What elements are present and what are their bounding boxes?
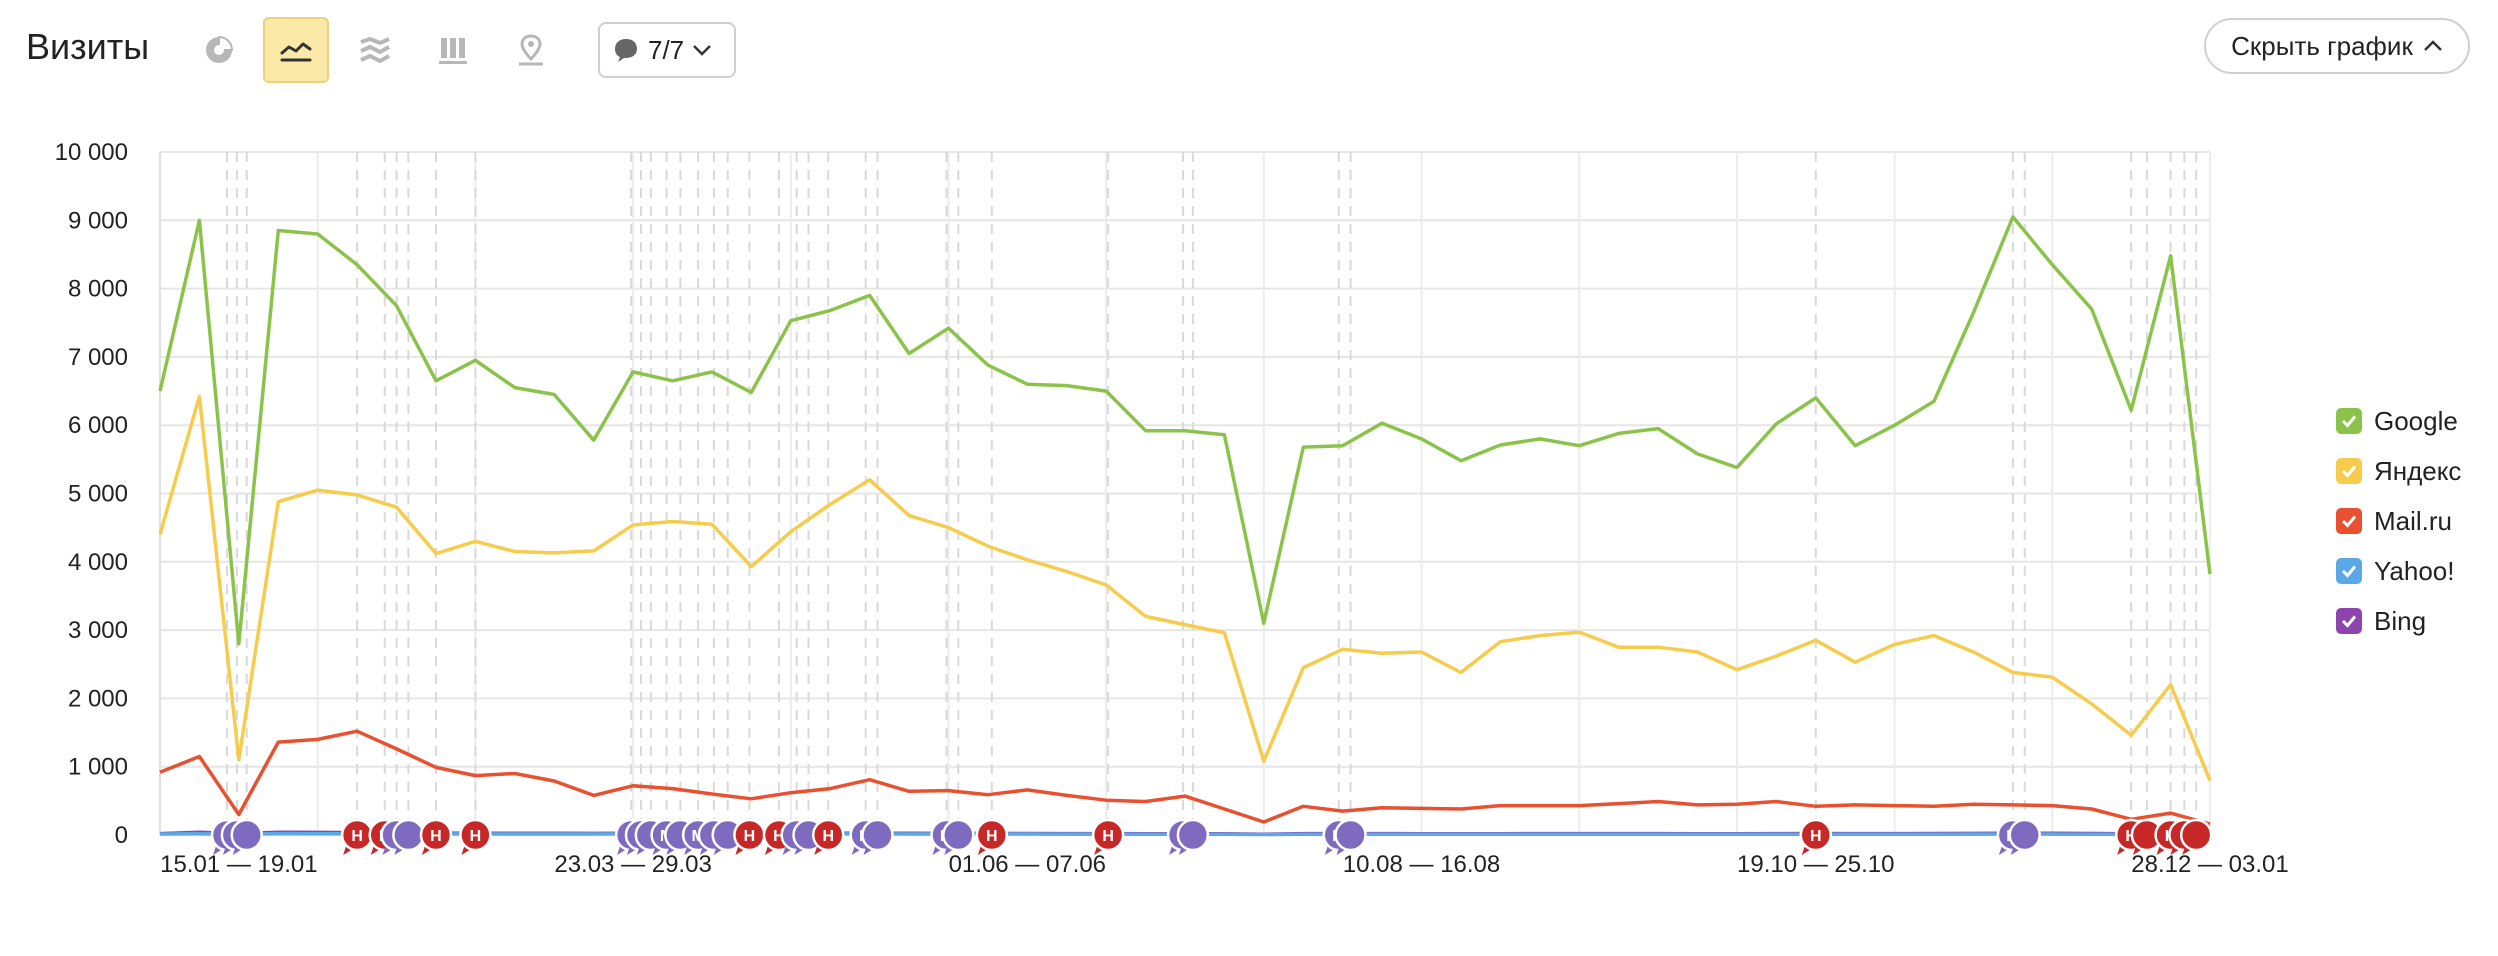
legend-item[interactable]: Bing — [2336, 596, 2461, 646]
y-tick-label: 0 — [115, 822, 128, 849]
legend-item[interactable]: Яндекс — [2336, 446, 2461, 496]
x-tick-label: 10.08 — 16.08 — [1343, 851, 1500, 878]
y-tick-label: 9 000 — [68, 207, 128, 234]
legend-label: Mail.ru — [2374, 505, 2453, 536]
note-marker — [1091, 818, 1125, 852]
chevron-up-icon — [2423, 40, 2442, 51]
y-tick-label: 8 000 — [68, 276, 128, 303]
note-marker — [459, 818, 492, 852]
pie-chart-button[interactable] — [186, 17, 252, 83]
hide-chart-button[interactable]: Скрыть график — [2204, 18, 2470, 74]
note-marker-label: Н — [351, 828, 363, 845]
legend-item[interactable]: Mail.ru — [2336, 496, 2461, 546]
y-tick-label: 7 000 — [68, 344, 128, 371]
x-tick-label: 19.10 — 25.10 — [1737, 851, 1894, 878]
note-marker-label: Н — [470, 828, 482, 845]
visits-line-chart: 0 1 000 2 000 3 000 4 000 5 000 6 000 7 000 8 00… — [55, 139, 2289, 878]
note-marker — [2008, 818, 2041, 852]
note-marker — [1176, 818, 1210, 852]
note-marker-label: Н — [1810, 828, 1822, 845]
legend-item[interactable]: Yahoo! — [2336, 546, 2461, 596]
note-marker — [1334, 818, 1367, 852]
note-marker — [392, 818, 425, 852]
legend-label: Яндекс — [2374, 455, 2462, 486]
area-chart-button[interactable] — [342, 17, 408, 83]
checkbox-checked-icon[interactable] — [2336, 608, 2362, 634]
bar-chart-icon — [439, 38, 467, 64]
note-marker-label: Н — [744, 828, 756, 845]
x-tick-label: 23.03 — 29.03 — [554, 851, 711, 878]
line-chart-icon — [280, 42, 312, 62]
x-tick-label: 15.01 — 19.01 — [160, 851, 317, 878]
series-line-mailru — [159, 729, 2211, 826]
y-tick-label: 2 000 — [68, 685, 128, 712]
hide-chart-label: Скрыть график — [2231, 30, 2413, 61]
note-marker-label: Н — [773, 828, 785, 845]
page-title: Визиты — [26, 26, 150, 67]
map-button[interactable] — [498, 17, 564, 83]
series-line-яндекс — [158, 394, 2212, 782]
pie-chart-icon — [206, 35, 234, 63]
note-marker — [942, 818, 975, 852]
x-tick-label: 01.06 — 07.06 — [949, 851, 1106, 878]
chart-toolbar: Визиты — [0, 0, 2498, 110]
line-chart-button[interactable] — [263, 17, 329, 83]
y-tick-label: 6 000 — [68, 412, 128, 439]
y-tick-label: 1 000 — [68, 754, 128, 781]
note-marker-label: Н — [1102, 828, 1114, 845]
note-marker — [230, 818, 263, 852]
legend-label: Bing — [2374, 605, 2427, 636]
note-marker — [419, 818, 453, 852]
note-marker — [975, 818, 1009, 852]
legend-label: Yahoo! — [2374, 555, 2455, 586]
y-tick-label: 5 000 — [68, 481, 128, 508]
legend-label: Google — [2374, 405, 2458, 436]
area-chart-icon — [360, 36, 390, 64]
note-marker — [2179, 818, 2213, 852]
y-tick-label: 3 000 — [68, 617, 128, 644]
bar-chart-button[interactable] — [420, 17, 486, 83]
notes-count: 7/7 — [648, 34, 685, 65]
map-icon — [519, 34, 543, 66]
note-marker-label: Н — [822, 828, 834, 845]
legend-item[interactable]: Google — [2336, 396, 2461, 446]
note-marker-label: Н — [430, 828, 442, 845]
y-tick-label: 10 000 — [55, 139, 128, 166]
series-line-google — [158, 215, 2212, 646]
x-tick-label: 28.12 — 03.01 — [2131, 851, 2288, 878]
note-marker-label: Н — [986, 828, 998, 845]
note-marker — [861, 818, 894, 852]
chevron-down-icon — [693, 45, 712, 56]
checkbox-checked-icon[interactable] — [2336, 508, 2362, 534]
checkbox-checked-icon[interactable] — [2336, 458, 2362, 484]
note-marker — [811, 818, 845, 852]
checkbox-checked-icon[interactable] — [2336, 408, 2362, 434]
chart-legend: Google Яндекс Mail.ru Yahoo! Bing — [2336, 396, 2461, 646]
y-tick-label: 4 000 — [68, 549, 128, 576]
checkbox-checked-icon[interactable] — [2336, 558, 2362, 584]
comment-icon — [615, 39, 637, 62]
notes-dropdown[interactable]: 7/7 — [598, 22, 736, 78]
note-marker — [1799, 818, 1833, 852]
